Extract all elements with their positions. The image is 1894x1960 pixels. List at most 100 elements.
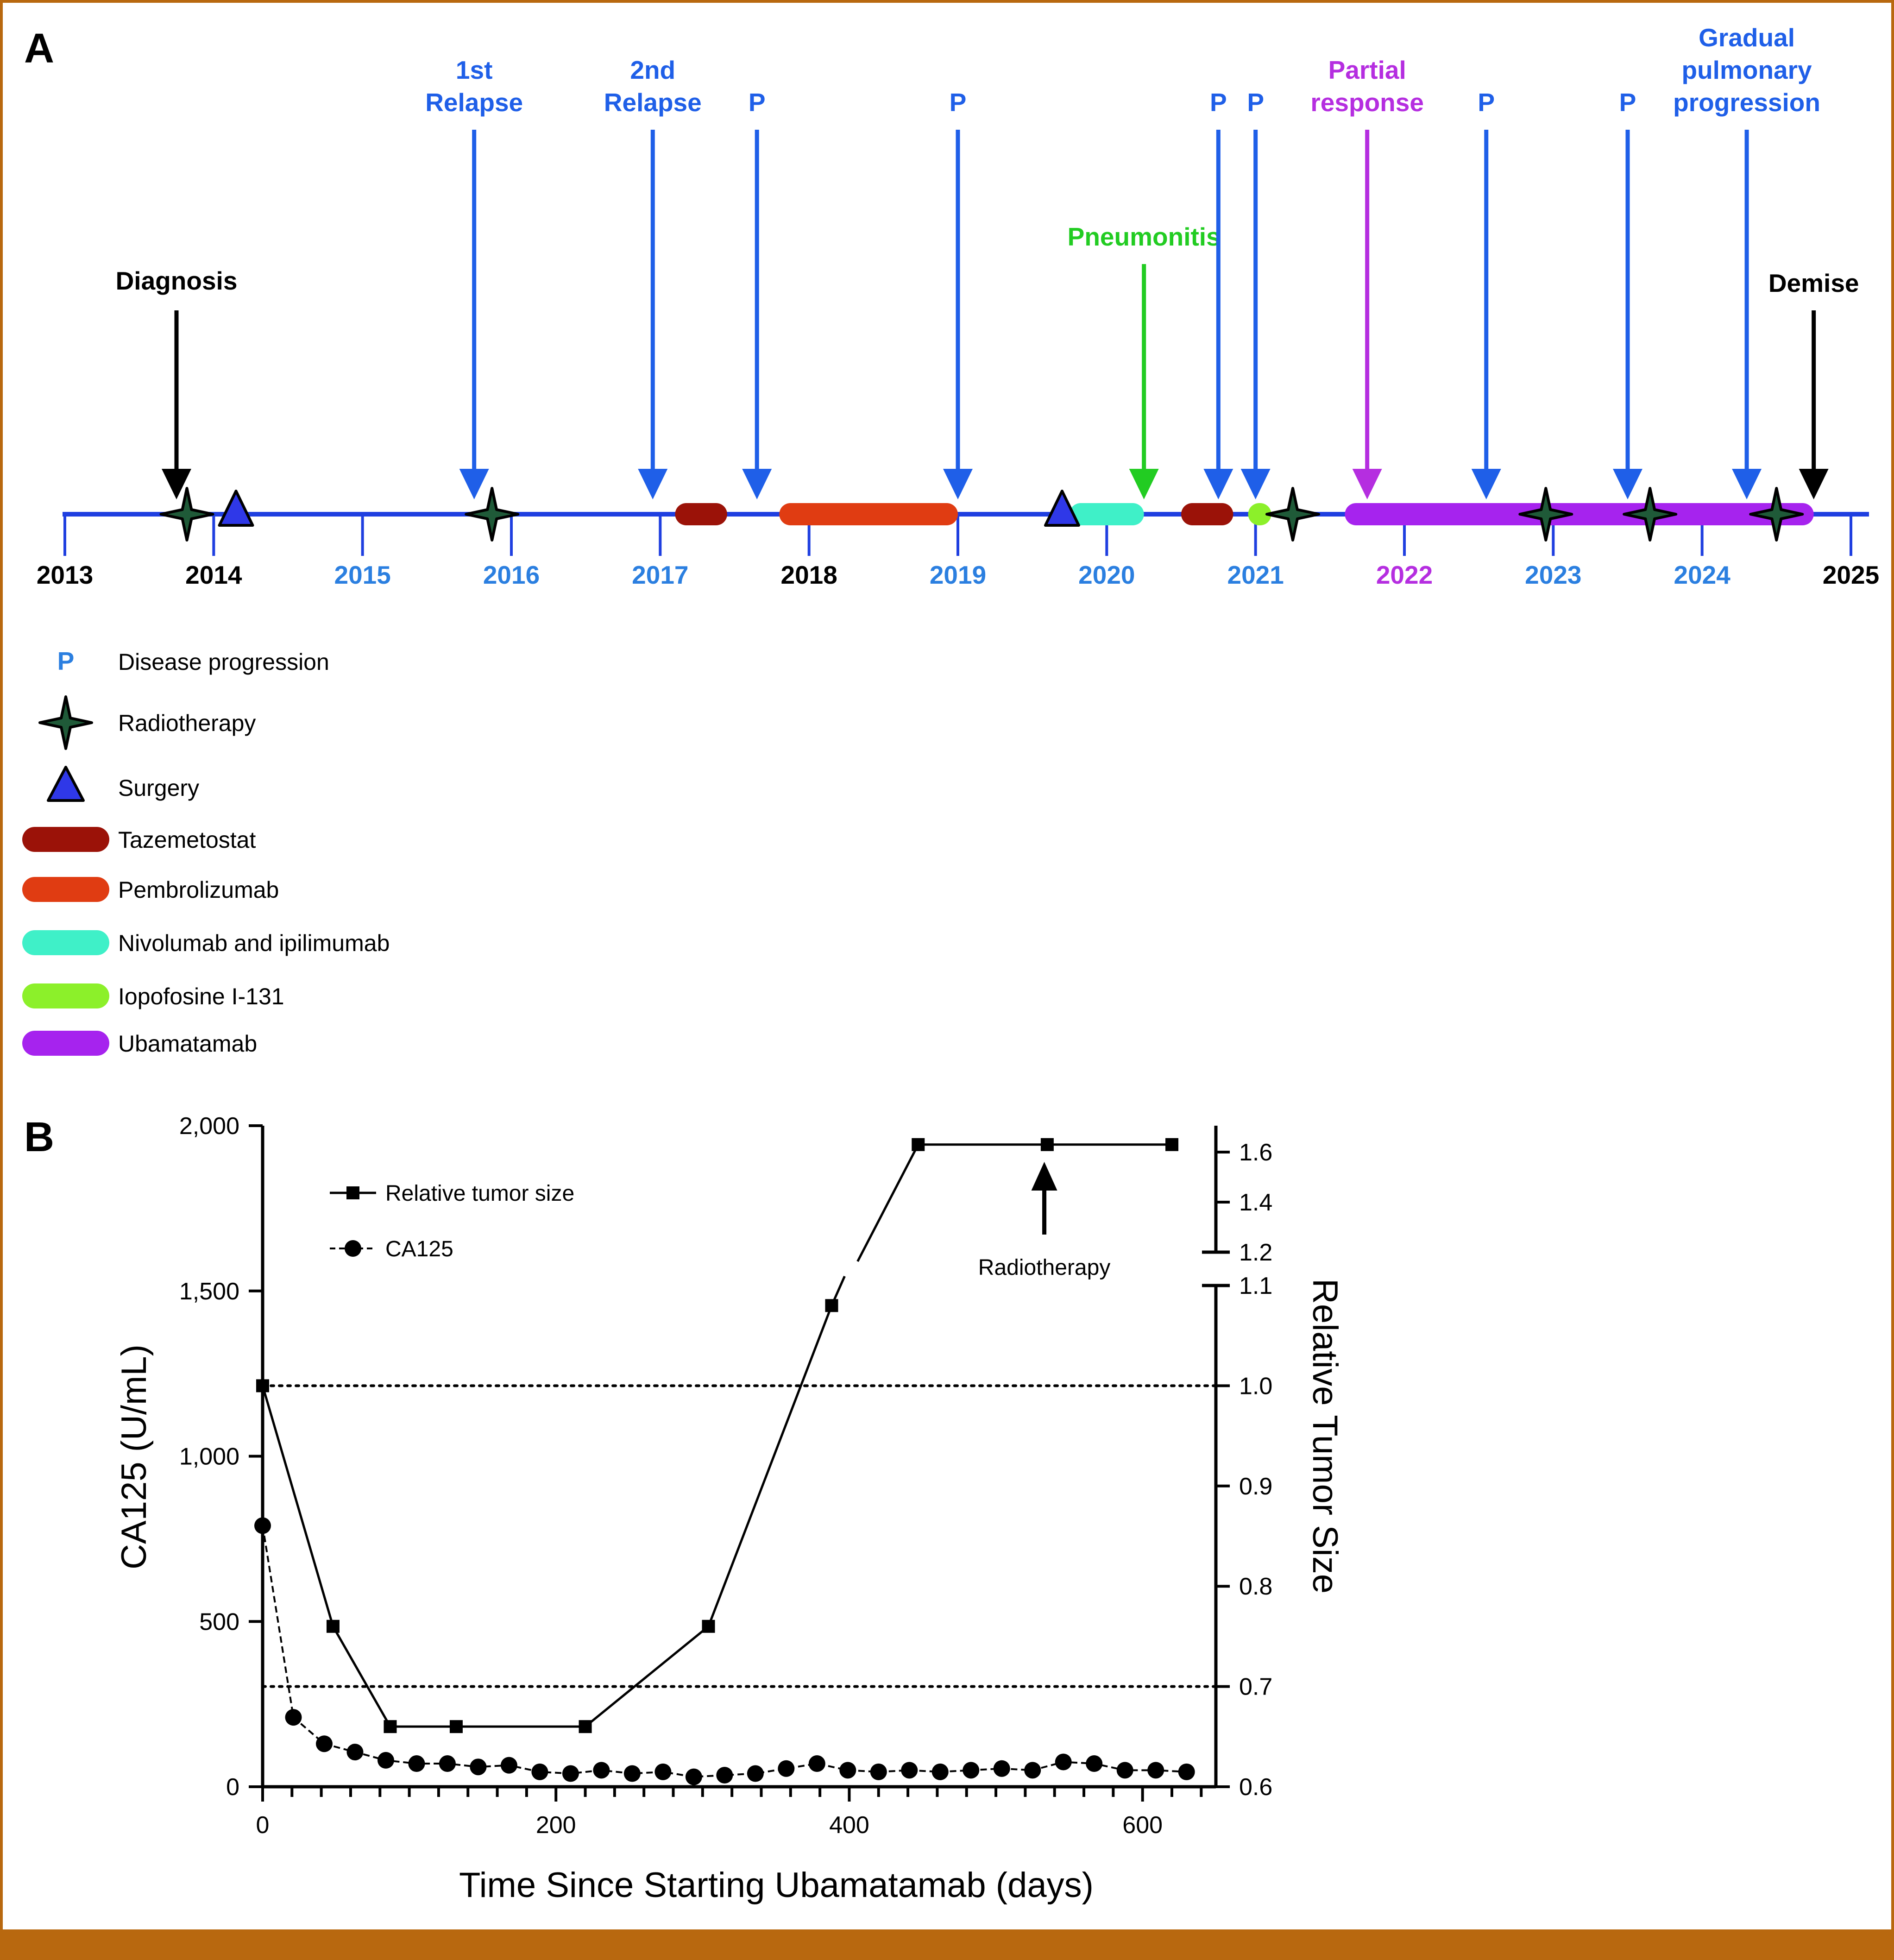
ca125-point — [623, 1765, 641, 1782]
event-arrow-head — [1352, 469, 1382, 499]
event-arrow-head — [1203, 469, 1233, 499]
right-axis-title: Relative Tumor Size — [1305, 1279, 1345, 1594]
right-tick-label: 1.1 — [1239, 1273, 1272, 1299]
year-label-2021: 2021 — [1227, 561, 1284, 589]
left-tick-label: 0 — [226, 1774, 239, 1801]
event-label-p: P — [1210, 88, 1227, 117]
year-label-2020: 2020 — [1078, 561, 1135, 589]
tumor-size-point — [702, 1620, 715, 1633]
tumor-line-segment — [332, 1626, 391, 1727]
right-tick-label: 0.8 — [1239, 1573, 1272, 1600]
x-tick-label: 200 — [536, 1812, 576, 1839]
year-label-2013: 2013 — [37, 561, 93, 589]
x-axis-title: Time Since Starting Ubamatamab (days) — [459, 1865, 1094, 1905]
year-label-2017: 2017 — [632, 561, 688, 589]
event-arrow-head — [459, 469, 489, 499]
legend-swatch-nivolumab-and-ipilimumab — [22, 930, 109, 955]
year-label-2014: 2014 — [185, 561, 242, 589]
event-label-partial-response: response — [1310, 88, 1424, 117]
event-label-1st-relapse: Relapse — [425, 88, 523, 117]
legend-ca125-marker — [345, 1240, 361, 1257]
radiotherapy-marker — [1265, 487, 1320, 542]
ca125-line — [262, 1525, 1187, 1778]
radiotherapy-marker — [1623, 487, 1678, 542]
event-label-p: P — [950, 88, 967, 117]
x-tick-label: 0 — [256, 1812, 270, 1839]
radiotherapy-marker — [1518, 487, 1573, 542]
treatment-bar-tazemetostat — [1181, 503, 1233, 525]
ca125-point — [963, 1762, 980, 1779]
legend-surgery-triangle — [47, 766, 85, 802]
tumor-size-point — [449, 1720, 463, 1733]
tumor-size-point — [326, 1620, 340, 1633]
radiotherapy-marker — [465, 487, 520, 542]
event-arrow-head — [1799, 469, 1829, 499]
ca125-point — [531, 1763, 548, 1780]
event-label-p: P — [1247, 88, 1264, 117]
ca125-point — [593, 1762, 610, 1779]
ca125-point — [470, 1758, 487, 1776]
footer-band — [0, 1929, 1894, 1960]
ca125-point — [377, 1752, 394, 1769]
ca125-point — [315, 1735, 333, 1752]
ca125-point — [901, 1762, 918, 1779]
year-label-2024: 2024 — [1674, 561, 1730, 589]
radiotherapy-arrow-head — [1031, 1162, 1057, 1191]
tumor-size-point — [1165, 1138, 1179, 1151]
right-tick-label: 0.9 — [1239, 1473, 1272, 1500]
event-arrow-head — [742, 469, 772, 499]
tumor-size-point — [256, 1379, 269, 1393]
ca125-point — [1147, 1762, 1164, 1779]
event-arrow-head — [638, 469, 668, 499]
ca125-point — [839, 1762, 856, 1779]
year-label-2023: 2023 — [1525, 561, 1581, 589]
year-label-2016: 2016 — [483, 561, 540, 589]
ca125-point — [808, 1755, 825, 1772]
legend-tumor-marker — [346, 1186, 359, 1199]
event-label-2nd-relapse: 2nd — [630, 56, 675, 84]
right-tick-label: 0.6 — [1239, 1774, 1272, 1801]
legend-label-ubamatamab: Ubamatamab — [118, 1031, 257, 1057]
event-arrow-head — [1732, 469, 1762, 499]
event-arrow-head — [162, 469, 191, 499]
legend-swatch-tazemetostat — [22, 827, 109, 852]
event-label-p: P — [1619, 88, 1636, 117]
ca125-point — [1024, 1762, 1041, 1779]
tumor-size-point — [384, 1720, 397, 1733]
treatment-bar-nivolumab-and-ipilimumab — [1070, 503, 1144, 525]
tumor-size-point — [825, 1299, 838, 1312]
right-tick-label: 0.7 — [1239, 1674, 1272, 1701]
left-tick-label: 1,500 — [179, 1278, 239, 1305]
year-label-2015: 2015 — [334, 561, 390, 589]
ca125-point — [993, 1760, 1010, 1777]
legend-swatch-ubamatamab — [22, 1031, 109, 1056]
year-label-2025: 2025 — [1823, 561, 1879, 589]
legend-swatch-iopofosine-i-131 — [22, 983, 109, 1008]
right-tick-label: 1.2 — [1239, 1239, 1272, 1266]
right-tick-label: 1.4 — [1239, 1189, 1272, 1216]
legend-progression-key: P — [57, 647, 75, 675]
x-tick-label: 400 — [829, 1812, 869, 1839]
legend-swatch-pembrolizumab — [22, 877, 109, 902]
ca125-point — [408, 1755, 425, 1772]
event-label-partial-response: Partial — [1328, 56, 1406, 84]
event-arrow-head — [1129, 469, 1159, 499]
legend-label-disease-progression: Disease progression — [118, 649, 329, 675]
treatment-bar-ubamatamab — [1345, 503, 1814, 525]
ca125-point — [870, 1763, 887, 1780]
tumor-line-segment — [261, 1385, 334, 1627]
year-label-2022: 2022 — [1376, 561, 1433, 589]
ca125-point — [346, 1744, 364, 1761]
legend-tumor-label: Relative tumor size — [385, 1181, 574, 1206]
ca125-point — [747, 1765, 764, 1782]
event-label-p: P — [1478, 88, 1495, 117]
tumor-size-point — [1040, 1138, 1054, 1151]
radiotherapy-annotation: Radiotherapy — [978, 1255, 1111, 1280]
ca125-tumor-chart: 0 500 1,000 1,500 2,000 0 200 400 600 0.6 0.7 0.8 0.… — [114, 1113, 1345, 1905]
tumor-line-segment — [856, 1144, 919, 1262]
legend-ca125-label: CA125 — [385, 1237, 453, 1261]
legend-label-nivolumab-and-ipilimumab: Nivolumab and ipilimumab — [118, 930, 390, 956]
event-label-demise: Demise — [1768, 269, 1859, 297]
legend-label-surgery: Surgery — [118, 775, 199, 801]
